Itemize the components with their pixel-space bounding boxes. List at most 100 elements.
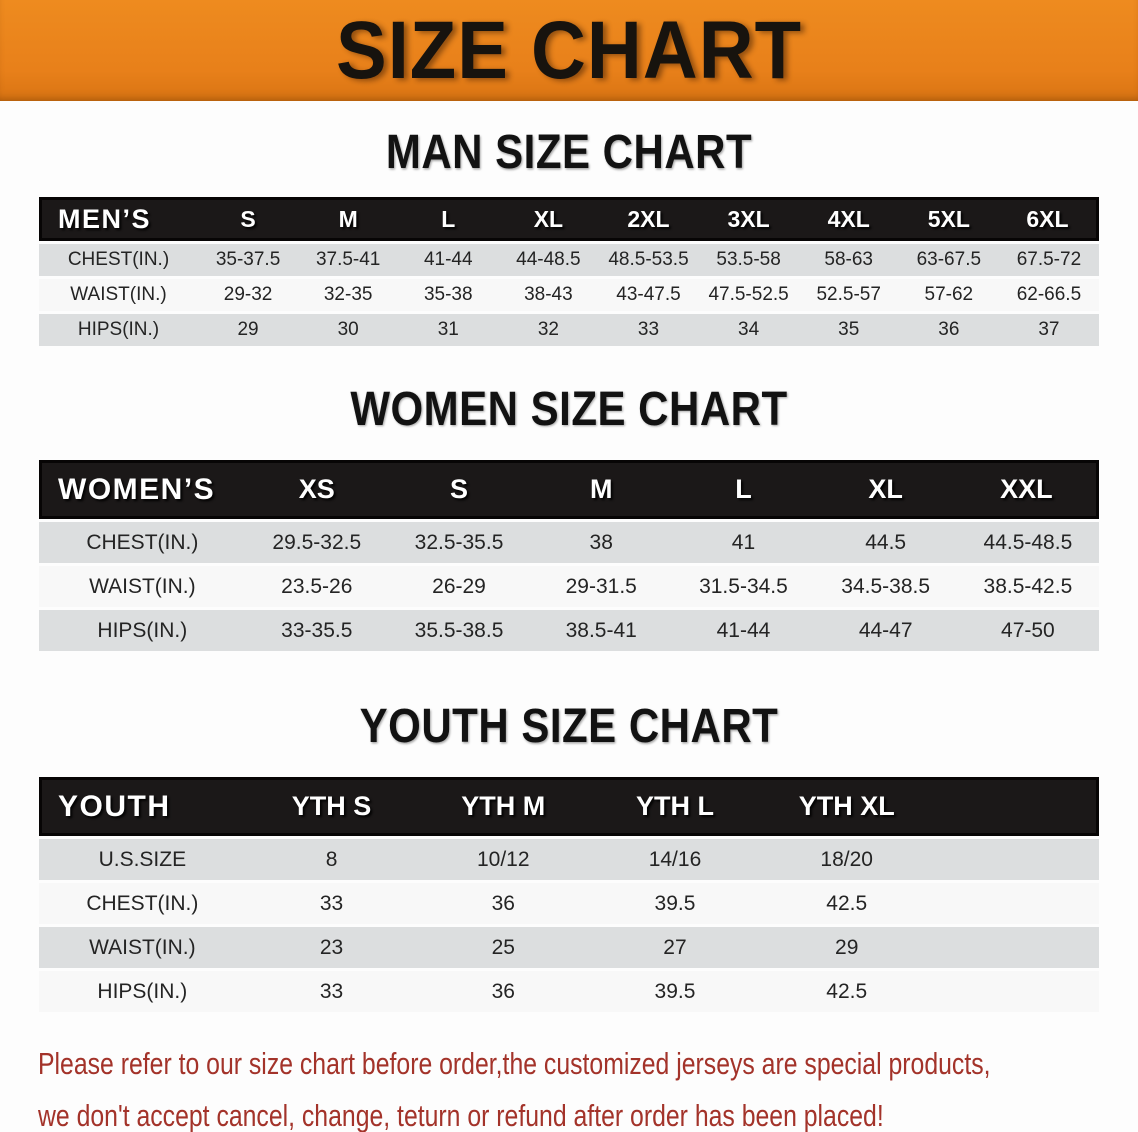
- header-filler-cell: [932, 777, 1099, 836]
- table-corner-label: MEN’S: [39, 197, 198, 241]
- size-value-cell: 25: [417, 927, 590, 968]
- table-header-row: WOMEN’S XS S M L XL XXL: [39, 460, 1099, 519]
- table-row: CHEST(IN.) 35-37.5 37.5-41 41-44 44-48.5 48.5…: [39, 244, 1099, 276]
- row-filler-cell: [932, 839, 1099, 880]
- size-value-cell: 32.5-35.5: [387, 522, 531, 563]
- size-value-cell: 30: [298, 314, 399, 346]
- size-value-cell: 35-37.5: [198, 244, 299, 276]
- youth-section: YOUTH SIZE CHART YOUTH YTH S YTH M YTH L YTH…: [0, 698, 1138, 1015]
- size-value-cell: 29: [760, 927, 933, 968]
- size-column-header: XL: [814, 460, 957, 519]
- table-row: HIPS(IN.) 29 30 31 32 33 34 35 36 37: [39, 314, 1099, 346]
- size-value-cell: 44-47: [814, 610, 957, 651]
- size-value-cell: 31.5-34.5: [672, 566, 815, 607]
- table-row: WAIST(IN.) 29-32 32-35 35-38 38-43 43-47.5 47.…: [39, 279, 1099, 311]
- table-row: WAIST(IN.) 23 25 27 29: [39, 927, 1099, 968]
- youth-section-title: YOUTH SIZE CHART: [359, 698, 779, 753]
- size-value-cell: 31: [398, 314, 499, 346]
- size-value-cell: 29: [198, 314, 299, 346]
- disclaimer: Please refer to our size chart before or…: [0, 1041, 1138, 1132]
- size-value-cell: 35: [798, 314, 899, 346]
- row-label: CHEST(IN.): [39, 244, 198, 276]
- size-value-cell: 34.5-38.5: [814, 566, 957, 607]
- size-value-cell: 33-35.5: [245, 610, 388, 651]
- size-value-cell: 33: [245, 883, 418, 924]
- size-value-cell: 36: [417, 883, 590, 924]
- size-value-cell: 35.5-38.5: [387, 610, 531, 651]
- size-column-header: XS: [245, 460, 388, 519]
- banner: SIZE CHART: [0, 0, 1138, 101]
- table-header-row: MEN’S S M L XL 2XL 3XL 4XL 5XL 6XL: [39, 197, 1099, 241]
- size-column-header: S: [198, 197, 299, 241]
- size-value-cell: 29-32: [198, 279, 299, 311]
- table-row: HIPS(IN.) 33 36 39.5 42.5: [39, 971, 1099, 1012]
- size-column-header: YTH M: [417, 777, 590, 836]
- mens-section: MAN SIZE CHART MEN’S S M L XL 2XL 3XL 4XL 5XL 6XL…: [0, 124, 1138, 349]
- size-column-header: XXL: [956, 460, 1099, 519]
- size-value-cell: 41-44: [672, 610, 815, 651]
- size-value-cell: 36: [417, 971, 590, 1012]
- size-value-cell: 48.5-53.5: [598, 244, 699, 276]
- size-value-cell: 58-63: [798, 244, 899, 276]
- size-value-cell: 18/20: [760, 839, 933, 880]
- size-value-cell: 10/12: [417, 839, 590, 880]
- size-column-header: M: [530, 460, 673, 519]
- size-value-cell: 52.5-57: [798, 279, 899, 311]
- size-value-cell: 26-29: [387, 566, 531, 607]
- size-value-cell: 34: [698, 314, 799, 346]
- size-value-cell: 33: [598, 314, 699, 346]
- size-value-cell: 53.5-58: [698, 244, 799, 276]
- size-value-cell: 47.5-52.5: [698, 279, 799, 311]
- size-value-cell: 23: [245, 927, 418, 968]
- row-label: U.S.SIZE: [39, 839, 246, 880]
- size-value-cell: 44-48.5: [498, 244, 599, 276]
- womens-size-table: WOMEN’S XS S M L XL XXL CHEST(IN.) 29.5-32.5 32.5…: [39, 457, 1099, 654]
- size-value-cell: 44.5: [814, 522, 957, 563]
- womens-section-title: WOMEN SIZE CHART: [350, 381, 788, 436]
- table-row: CHEST(IN.) 33 36 39.5 42.5: [39, 883, 1099, 924]
- size-value-cell: 32-35: [298, 279, 399, 311]
- size-value-cell: 33: [245, 971, 418, 1012]
- row-filler-cell: [932, 883, 1099, 924]
- size-column-header: M: [298, 197, 399, 241]
- size-value-cell: 14/16: [589, 839, 761, 880]
- size-value-cell: 42.5: [760, 883, 933, 924]
- disclaimer-line-1: Please refer to our size chart before or…: [38, 1046, 991, 1081]
- size-value-cell: 39.5: [589, 971, 761, 1012]
- row-label: WAIST(IN.): [39, 566, 246, 607]
- row-label: WAIST(IN.): [39, 927, 246, 968]
- size-value-cell: 47-50: [956, 610, 1099, 651]
- row-filler-cell: [932, 927, 1099, 968]
- table-row: CHEST(IN.) 29.5-32.5 32.5-35.5 38 41 44.5 44.5…: [39, 522, 1099, 563]
- size-column-header: 4XL: [798, 197, 899, 241]
- size-value-cell: 38: [530, 522, 673, 563]
- size-column-header: 3XL: [698, 197, 799, 241]
- row-filler-cell: [932, 971, 1099, 1012]
- size-value-cell: 62-66.5: [998, 279, 1099, 311]
- size-column-header: YTH S: [245, 777, 418, 836]
- size-value-cell: 37: [998, 314, 1099, 346]
- size-value-cell: 42.5: [760, 971, 933, 1012]
- row-label: HIPS(IN.): [39, 314, 198, 346]
- size-value-cell: 29-31.5: [530, 566, 673, 607]
- size-value-cell: 8: [245, 839, 418, 880]
- row-label: CHEST(IN.): [39, 522, 246, 563]
- size-value-cell: 43-47.5: [598, 279, 699, 311]
- size-value-cell: 41-44: [398, 244, 499, 276]
- table-corner-label: WOMEN’S: [39, 460, 246, 519]
- size-value-cell: 36: [898, 314, 999, 346]
- size-value-cell: 38.5-41: [530, 610, 673, 651]
- size-value-cell: 63-67.5: [898, 244, 999, 276]
- size-column-header: L: [398, 197, 499, 241]
- size-column-header: XL: [498, 197, 599, 241]
- size-column-header: 5XL: [898, 197, 999, 241]
- size-column-header: 6XL: [998, 197, 1099, 241]
- size-value-cell: 41: [672, 522, 815, 563]
- row-label: WAIST(IN.): [39, 279, 198, 311]
- size-column-header: YTH XL: [760, 777, 933, 836]
- size-value-cell: 57-62: [898, 279, 999, 311]
- table-row: U.S.SIZE 8 10/12 14/16 18/20: [39, 839, 1099, 880]
- size-value-cell: 23.5-26: [245, 566, 388, 607]
- size-column-header: 2XL: [598, 197, 699, 241]
